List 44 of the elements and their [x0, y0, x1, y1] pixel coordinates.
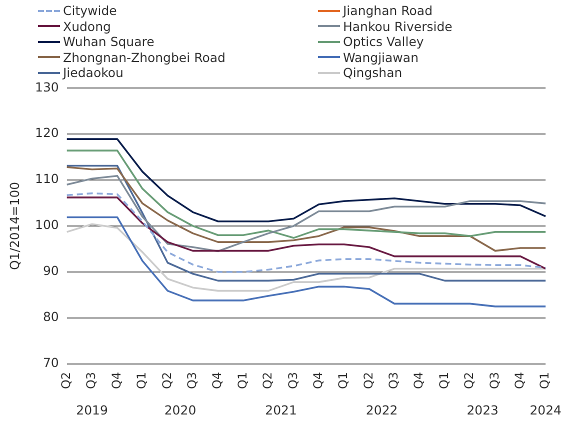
x-tick-label: Q4 — [310, 372, 325, 390]
y-tick-label: 120 — [35, 125, 59, 140]
x-tick-label: Q4 — [412, 372, 426, 390]
y-tick-label: 100 — [35, 217, 59, 232]
legend-label: Citywide — [62, 3, 118, 18]
text: 2024 — [530, 402, 562, 418]
x-tick-label: Q2 — [260, 372, 275, 390]
y-tick-label: 110 — [35, 171, 59, 186]
y-axis-title: Q1/2014=100 — [6, 182, 22, 270]
y-tick-label: 130 — [35, 79, 59, 94]
x-tick-label: Q4 — [210, 372, 224, 390]
x-tick-label: Q2 — [160, 372, 174, 390]
x-tick-label: Q2 — [361, 372, 376, 390]
x-tick-label: Q2 — [58, 372, 73, 390]
x-tick-label: Q3 — [184, 372, 199, 390]
x-tick-label: Q2 — [462, 372, 476, 390]
x-tick-label: Q4 — [512, 372, 527, 390]
x-tick-label: Q1 — [134, 372, 149, 390]
x-tick-label: Q3 — [286, 372, 300, 390]
legend-label: Zhongnan-Zhongbei Road — [62, 50, 226, 65]
y-tick-label: 90 — [42, 263, 59, 278]
text: 2019 — [76, 402, 108, 418]
legend-label: Jiedaokou — [61, 65, 124, 80]
x-tick-label: Q1 — [336, 372, 350, 390]
legend-label: Qingshan — [342, 65, 404, 80]
legend-label: Wuhan Square — [62, 34, 156, 50]
legend-label: Wangjiawan — [342, 50, 420, 65]
text: 2022 — [366, 402, 398, 418]
legend-label: Xudong — [62, 18, 112, 34]
x-tick-label: Q1 — [436, 372, 451, 390]
x-tick-label: Q1 — [235, 372, 250, 390]
text: 2023 — [466, 402, 499, 418]
legend-label: Jianghan Road — [341, 3, 434, 18]
x-tick-label: Q3 — [487, 372, 502, 390]
legend-label: Optics Valley — [342, 34, 425, 50]
text: 2020 — [164, 402, 196, 418]
text: 2021 — [265, 402, 297, 418]
y-tick-label: 80 — [42, 309, 59, 324]
legend-label: Hankou Riverside — [342, 18, 454, 34]
x-tick-label: Q3 — [386, 372, 401, 390]
x-tick-label: Q4 — [109, 372, 124, 390]
x-tick-label: Q1 — [538, 372, 552, 390]
x-tick-label: Q3 — [84, 372, 98, 390]
y-tick-label: 70 — [42, 355, 59, 370]
